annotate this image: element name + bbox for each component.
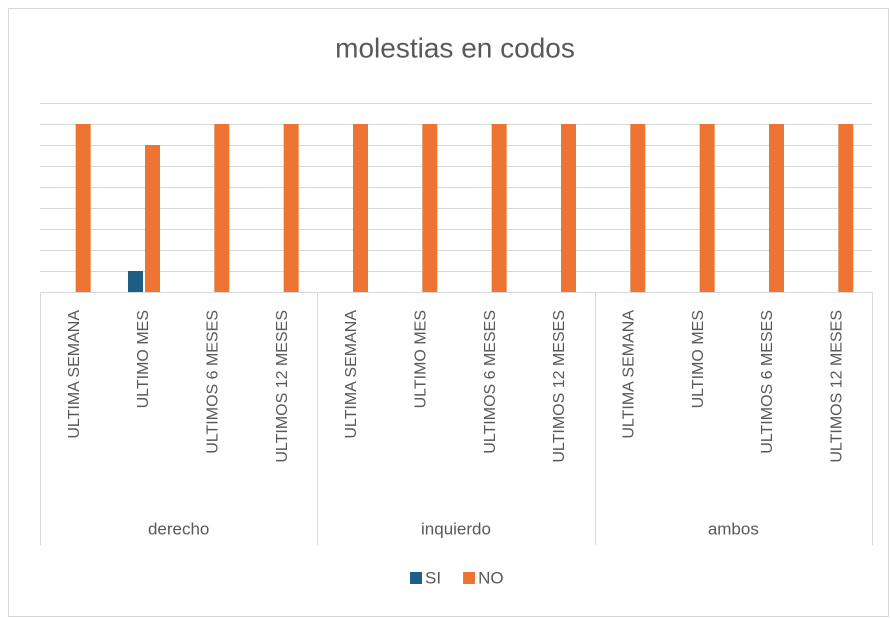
x-tick-label: ULTIMA SEMANA bbox=[343, 310, 360, 439]
legend-label: SI bbox=[425, 568, 441, 587]
group-label: inquierdo bbox=[421, 519, 491, 538]
bar bbox=[838, 124, 854, 292]
group-label: ambos bbox=[708, 519, 759, 538]
bar bbox=[353, 124, 368, 292]
group-label: derecho bbox=[148, 519, 209, 538]
bar bbox=[699, 124, 715, 292]
bar bbox=[145, 145, 160, 292]
x-tick-label: ULTIMO MES bbox=[135, 310, 152, 408]
chart-title: molestias en codos bbox=[335, 32, 575, 63]
chart-frame bbox=[8, 8, 889, 617]
bar bbox=[491, 124, 507, 292]
bar bbox=[422, 124, 438, 292]
x-tick-label: ULTIMA SEMANA bbox=[621, 310, 638, 439]
legend-swatch bbox=[410, 572, 422, 584]
x-tick-label: ULTIMOS 12 MESES bbox=[274, 310, 291, 463]
x-tick-label: ULTIMOS 6 MESES bbox=[205, 310, 222, 454]
x-tick-label: ULTIMO MES bbox=[413, 310, 430, 408]
x-tick-label: ULTIMOS 12 MESES bbox=[551, 310, 568, 463]
bar bbox=[75, 124, 91, 292]
bar bbox=[769, 124, 784, 292]
legend-swatch bbox=[463, 572, 476, 584]
legend-label: NO bbox=[478, 568, 504, 587]
x-tick-label: ULTIMA SEMANA bbox=[66, 310, 83, 439]
x-tick-label: ULTIMOS 6 MESES bbox=[482, 310, 499, 454]
bar bbox=[128, 271, 143, 292]
x-tick-label: ULTIMO MES bbox=[690, 310, 707, 408]
bar bbox=[283, 124, 299, 292]
x-tick-label: ULTIMOS 12 MESES bbox=[829, 310, 846, 463]
bar bbox=[561, 124, 576, 292]
bar bbox=[630, 124, 646, 292]
x-tick-label: ULTIMOS 6 MESES bbox=[759, 310, 776, 454]
bar bbox=[214, 124, 230, 292]
